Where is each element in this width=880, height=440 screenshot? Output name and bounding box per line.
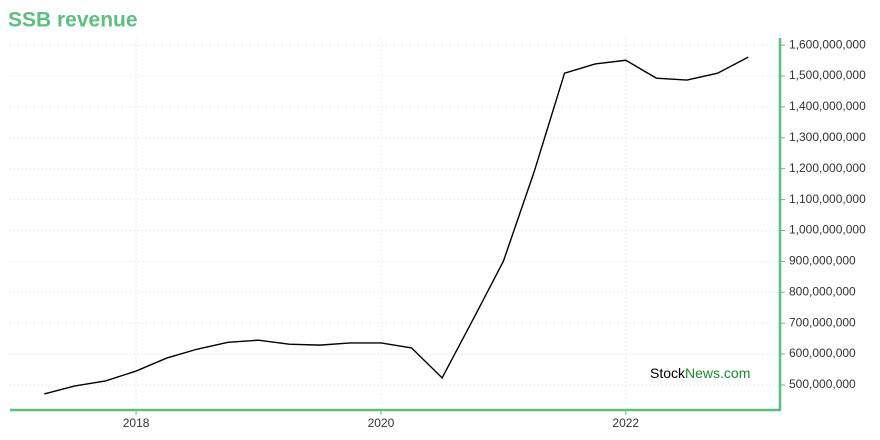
watermark-stock: Stock — [650, 365, 686, 381]
chart-title: SSB revenue — [8, 9, 138, 32]
y-tick-label: 800,000,000 — [789, 284, 856, 298]
y-tick-label: 1,600,000,000 — [789, 37, 866, 51]
x-tick-label: 2020 — [368, 416, 395, 430]
line — [44, 56, 749, 395]
y-tick-label: 1,500,000,000 — [789, 68, 866, 82]
y-tick-label: 1,300,000,000 — [789, 130, 866, 144]
y-tick-label: 900,000,000 — [789, 254, 856, 268]
y-tick-label: 600,000,000 — [789, 346, 856, 360]
x-tick-label: 2018 — [123, 416, 150, 430]
y-tick-label: 1,100,000,000 — [789, 192, 866, 206]
watermark: StockNews.com — [650, 365, 750, 381]
y-tick-label: 1,400,000,000 — [789, 99, 866, 113]
y-tick-label: 1,000,000,000 — [789, 223, 866, 237]
watermark-news: News.com — [685, 365, 750, 381]
y-tick-label: 500,000,000 — [789, 377, 856, 391]
y-tick-label: 1,200,000,000 — [789, 161, 866, 175]
y-tick-label: 700,000,000 — [789, 315, 856, 329]
x-tick-label: 2022 — [612, 416, 639, 430]
